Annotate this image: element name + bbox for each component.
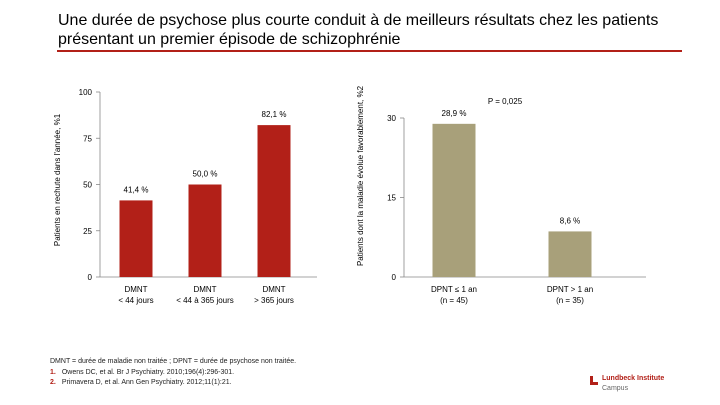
- chart1-bar: [188, 184, 222, 277]
- title-divider: [57, 50, 682, 52]
- chart2-bar: [432, 123, 476, 277]
- chart2-tick-label: 30: [387, 114, 396, 123]
- chart1-category-label: DMNT: [124, 285, 147, 294]
- chart2-bar: [548, 231, 592, 277]
- reference-1: 1. Owens DC, et al. Br J Psychiatry. 2010…: [50, 368, 296, 379]
- reference-2-text: Primavera D, et al. Ann Gen Psychiatry. …: [61, 379, 232, 386]
- slide-title: Une durée de psychose plus courte condui…: [58, 12, 659, 48]
- chart1-tick-label: 0: [88, 273, 93, 282]
- chart2-tick-label: 0: [392, 273, 397, 282]
- chart2-tick-label: 15: [387, 194, 396, 203]
- chart1-category-label: < 44 jours: [118, 296, 153, 305]
- chart1-bar-value-label: 50,0 %: [193, 170, 218, 179]
- chart1-bar: [257, 125, 291, 278]
- chart2-category-label: (n = 45): [440, 296, 468, 305]
- logo-subtitle: Campus: [602, 385, 629, 392]
- chart2-category-label: DPNT > 1 an: [547, 285, 593, 294]
- chart2-category-label: DPNT ≤ 1 an: [431, 285, 477, 294]
- chart1-category-label: DMNT: [193, 285, 216, 294]
- lundbeck-logo: Lundbeck Institute Campus: [590, 374, 664, 398]
- chart1-category-label: > 365 jours: [254, 296, 294, 305]
- chart1-tick-label: 100: [79, 88, 93, 97]
- chart2-bar-value-label: 28,9 %: [442, 109, 467, 118]
- reference-2: 2. Primavera D, et al. Ann Gen Psychiatry…: [50, 378, 296, 389]
- footnotes: DMNT = durée de maladie non traitée ; DP…: [50, 357, 296, 389]
- chart1-tick-label: 75: [83, 134, 92, 143]
- chart1-bar: [119, 200, 153, 277]
- footnote-abbreviations: DMNT = durée de maladie non traitée ; DP…: [50, 358, 297, 365]
- reference-1-number: 1.: [50, 368, 56, 376]
- chart2-bar-value-label: 8,6 %: [560, 216, 580, 225]
- reference-2-number: 2.: [50, 379, 56, 386]
- chart2-category-label: (n = 35): [556, 296, 584, 305]
- chart1-y-axis-label: Patients en rechute dans l'année, %1: [53, 113, 62, 246]
- chart1-category-label: < 44 à 365 jours: [176, 296, 234, 305]
- chart2-y-axis-label: Patients dont la maladie évolue favorabl…: [356, 85, 365, 266]
- reference-1-text: Owens DC, et al. Br J Psychiatry. 2010;1…: [61, 368, 235, 376]
- chart1-category-label: DMNT: [262, 285, 285, 294]
- chart1-bar-value-label: 82,1 %: [262, 110, 287, 119]
- chart1-bar-value-label: 41,4 %: [124, 185, 149, 194]
- logo-name: Lundbeck Institute: [602, 375, 665, 382]
- chart1-tick-label: 50: [83, 181, 92, 190]
- chart2-p-value-annotation: P = 0,025: [488, 97, 523, 106]
- logo-mark-icon: [590, 376, 598, 385]
- chart1-tick-label: 25: [83, 227, 92, 236]
